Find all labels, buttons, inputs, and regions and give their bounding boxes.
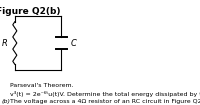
Text: vᴲ(t) = 2e⁻⁶ᵗu(t)V. Determine the total energy dissipated by this resistor using: vᴲ(t) = 2e⁻⁶ᵗu(t)V. Determine the total … [10, 91, 200, 97]
Text: C: C [70, 39, 76, 48]
Text: R: R [2, 39, 8, 48]
Text: Parseval's Theorem.: Parseval's Theorem. [10, 83, 74, 88]
Text: Figure Q2(b): Figure Q2(b) [0, 7, 61, 16]
Text: The voltage across a 4Ω resistor of an RC circuit in Figure Q2(b) is given by: The voltage across a 4Ω resistor of an R… [10, 99, 200, 104]
Text: (b): (b) [2, 99, 11, 104]
